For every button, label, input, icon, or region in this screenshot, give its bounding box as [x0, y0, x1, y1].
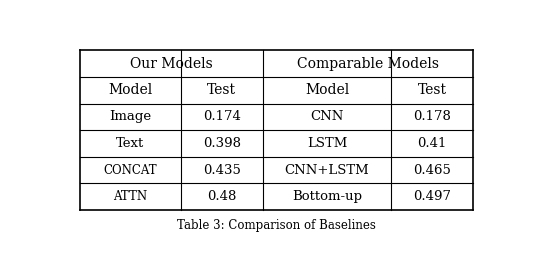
Text: Our Models: Our Models [130, 57, 213, 71]
Text: 0.178: 0.178 [413, 110, 451, 123]
Text: Test: Test [207, 83, 237, 97]
Text: CONCAT: CONCAT [104, 164, 157, 177]
Text: 0.398: 0.398 [203, 137, 241, 150]
Text: Table 3: Comparison of Baselines: Table 3: Comparison of Baselines [177, 219, 376, 232]
Text: Text: Text [116, 137, 145, 150]
Text: 0.465: 0.465 [413, 164, 451, 177]
Text: ATTN: ATTN [113, 190, 147, 203]
Text: Bottom-up: Bottom-up [292, 190, 362, 203]
Text: CNN: CNN [310, 110, 344, 123]
Text: 0.174: 0.174 [203, 110, 241, 123]
Text: 0.497: 0.497 [413, 190, 451, 203]
Text: LSTM: LSTM [307, 137, 347, 150]
Text: Image: Image [109, 110, 151, 123]
Text: Model: Model [305, 83, 349, 97]
Text: Test: Test [418, 83, 447, 97]
Text: Comparable Models: Comparable Models [297, 57, 439, 71]
Text: 0.435: 0.435 [203, 164, 241, 177]
Text: 0.48: 0.48 [207, 190, 237, 203]
Text: 0.41: 0.41 [417, 137, 447, 150]
Text: Model: Model [108, 83, 152, 97]
Text: CNN+LSTM: CNN+LSTM [285, 164, 369, 177]
